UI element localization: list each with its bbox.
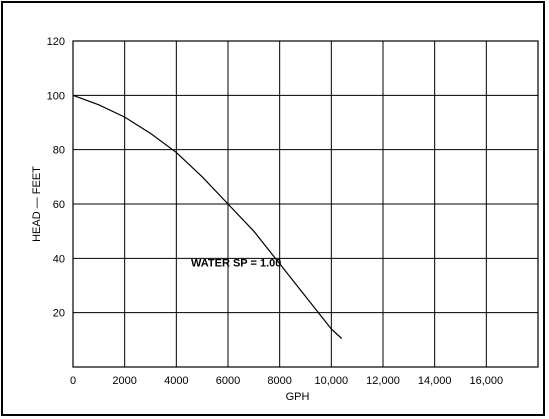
y-axis-label: HEAD — FEET [31,166,43,242]
x-tick-label: 4000 [164,375,188,387]
x-tick-label: 12,000 [366,375,400,387]
x-axis-ticks: 0 2000 4000 6000 8000 10,000 12,000 14,000 16,00… [70,375,503,387]
grid-lines [72,40,539,368]
y-axis-ticks: 20 40 60 80 100 120 [47,36,65,320]
y-tick-label: 40 [53,253,65,265]
x-tick-label: 0 [70,375,76,387]
x-tick-label: 10,000 [315,375,349,387]
y-tick-label: 100 [47,90,65,102]
water-sp-annotation: WATER SP = 1.00 [191,257,281,269]
y-tick-label: 80 [53,145,65,157]
x-axis-label: GPH [286,391,310,403]
x-tick-label: 14,000 [418,375,452,387]
head-curve-line [72,94,343,339]
y-tick-label: 120 [47,36,65,48]
series-group [72,94,343,339]
plot-area-border [72,40,539,368]
y-tick-label: 20 [53,308,65,320]
x-tick-label: 8000 [267,375,291,387]
y-tick-label: 60 [53,199,65,211]
x-tick-label: 16,000 [470,375,504,387]
x-tick-label: 6000 [216,375,240,387]
x-tick-label: 2000 [112,375,136,387]
